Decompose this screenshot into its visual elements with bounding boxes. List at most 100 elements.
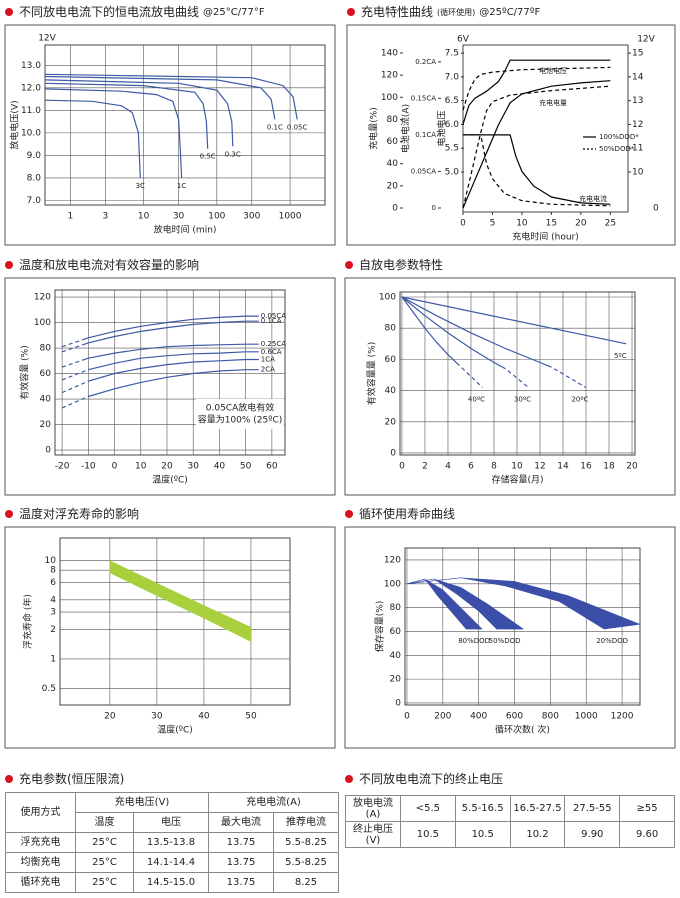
- header-cell: 使用方式: [5, 792, 76, 833]
- cell: 25°C: [75, 872, 134, 893]
- cell: 14.1-14.4: [133, 852, 209, 873]
- title-part: 循环使用寿命曲线: [359, 506, 455, 521]
- title-part: @25ºC/77ºF: [479, 7, 540, 18]
- curve-label: 0.6CA: [261, 348, 282, 356]
- x-tick-label: 200: [434, 712, 451, 722]
- y-tick-label: 40: [387, 159, 399, 169]
- x-tick-label: 0: [460, 219, 466, 229]
- x-tick-label: 15: [546, 219, 557, 229]
- current-tick-label: 0: [432, 204, 436, 212]
- line: [44, 82, 209, 149]
- x-tick-label: 25: [605, 219, 616, 229]
- curve-label: 充电电量: [539, 98, 567, 107]
- x-tick-label: 10: [511, 462, 523, 472]
- y-tick-label: 6.5: [445, 96, 459, 106]
- x-tick-label: 1000: [575, 712, 598, 722]
- y-tick-label: 40: [390, 651, 402, 661]
- current-tick-label: 0.2CA: [415, 58, 436, 66]
- y-tick-label: 120: [381, 71, 398, 81]
- band-label: 50%DOD: [489, 637, 521, 645]
- y-tick-label: 12: [632, 120, 643, 130]
- cell: 终止电压(V): [345, 821, 401, 848]
- band: [406, 577, 641, 630]
- y-tick-label: 0: [45, 446, 51, 456]
- y-tick-label: 40: [40, 395, 52, 405]
- row: 均衡充电 25°C 14.1-14.4 13.75 5.5-8.25: [5, 852, 339, 873]
- y-tick-label: 14: [632, 72, 644, 82]
- header-cell: 电压: [133, 812, 209, 833]
- header-row: 使用方式 充电电压(V) 充电电流(A): [5, 792, 339, 833]
- curve-label: 5ºC: [614, 352, 627, 360]
- band: [406, 578, 525, 630]
- x-tick-label: 16: [580, 462, 592, 472]
- chart-frame: [4, 24, 336, 246]
- band: [406, 578, 483, 630]
- cell: 浮充充电: [5, 832, 76, 853]
- x-tick-label: 14: [557, 462, 569, 472]
- bullet: [5, 774, 13, 783]
- y-tick-label: 11: [632, 144, 643, 154]
- curve-label: 0.1CA: [261, 317, 282, 325]
- curve-label: 1CA: [261, 355, 275, 363]
- chart-frame: [346, 24, 676, 246]
- curve-label: 40ºC: [468, 395, 485, 403]
- x-tick-label: 800: [542, 712, 559, 722]
- line: [401, 296, 483, 388]
- y-axis-title: 充电量(%): [368, 107, 380, 150]
- y-axis-title: 保存容量(%): [374, 601, 386, 653]
- x-axis-title: 温度(ºC): [157, 724, 193, 736]
- y-axis-title: 电池电流(A): [400, 104, 412, 153]
- header-cell: 最大电流: [208, 812, 274, 833]
- line: [44, 79, 234, 147]
- x-tick-label: 40: [214, 462, 226, 472]
- x-tick-label: -20: [55, 462, 70, 472]
- bullet: [345, 774, 353, 783]
- x-tick-label: 1200: [611, 712, 634, 722]
- plot-area: [59, 537, 291, 706]
- y-tick-label: 60: [387, 137, 399, 147]
- current-tick-label: 0.1CA: [415, 131, 436, 139]
- note-box: [196, 399, 284, 429]
- y-tick-label: 20: [385, 417, 397, 427]
- table-title-text: 充电参数(恒压限流): [19, 772, 125, 786]
- y-tick-label: 0: [653, 204, 659, 214]
- curve-label: 1C: [177, 182, 186, 190]
- cell: 25°C: [75, 832, 134, 853]
- y-tick-label: 3: [50, 608, 56, 618]
- x-tick-label: 30: [173, 212, 185, 222]
- y-axis-title: 放电电压(V): [9, 100, 21, 149]
- y-tick-label: 2: [50, 625, 56, 635]
- cutoff-table: 放电电流(A) <5.5 5.5-16.5 16.5-27.5 27.5-55 ≥55 终…: [345, 795, 675, 848]
- cell: 8.25: [273, 872, 339, 893]
- charts: 不同放电电流下的恒电流放电曲线 @25°C/77°F1 3 10 30 100 300 100…: [4, 4, 676, 749]
- section-title: 充电特性曲线 (循环使用) @25ºC/77ºF: [361, 4, 540, 19]
- x-tick-label: 100: [208, 212, 225, 222]
- cell: 9.60: [619, 821, 675, 848]
- axis-unit: 12V: [637, 35, 655, 45]
- x-tick-label: 30: [151, 712, 163, 722]
- line: [462, 80, 611, 209]
- table-title: 不同放电电流下的终止电压: [345, 770, 503, 787]
- x-tick-label: 10: [135, 462, 147, 472]
- title-part: 不同放电电流下的恒电流放电曲线: [19, 4, 199, 19]
- curve-label: 0.5C: [200, 153, 216, 161]
- cell: 循环充电: [5, 872, 76, 893]
- band-label: 20%DOD: [596, 637, 628, 645]
- y-tick-label: 13: [632, 96, 643, 106]
- y-tick-label: 15: [632, 49, 643, 59]
- x-axis-title: 温度(ºC): [152, 474, 188, 486]
- x-tick-label: 1000: [279, 212, 302, 222]
- legend-label: 50%DOD*: [599, 145, 635, 153]
- x-tick-label: 50: [240, 462, 252, 472]
- y-tick-label: 120: [384, 555, 401, 565]
- x-axis-title: 存储容量(月): [491, 474, 543, 486]
- cell: 13.75: [208, 872, 274, 893]
- y-tick-label: 5.0: [445, 168, 460, 178]
- cell: 25°C: [75, 852, 134, 873]
- note: 0.05CA放电有效: [206, 402, 274, 414]
- y-tick-label: 6.0: [445, 120, 460, 130]
- y-tick-label: 100: [381, 93, 398, 103]
- y-tick-label: 8: [50, 566, 56, 576]
- chart-frame: [344, 277, 676, 496]
- line: [401, 296, 627, 345]
